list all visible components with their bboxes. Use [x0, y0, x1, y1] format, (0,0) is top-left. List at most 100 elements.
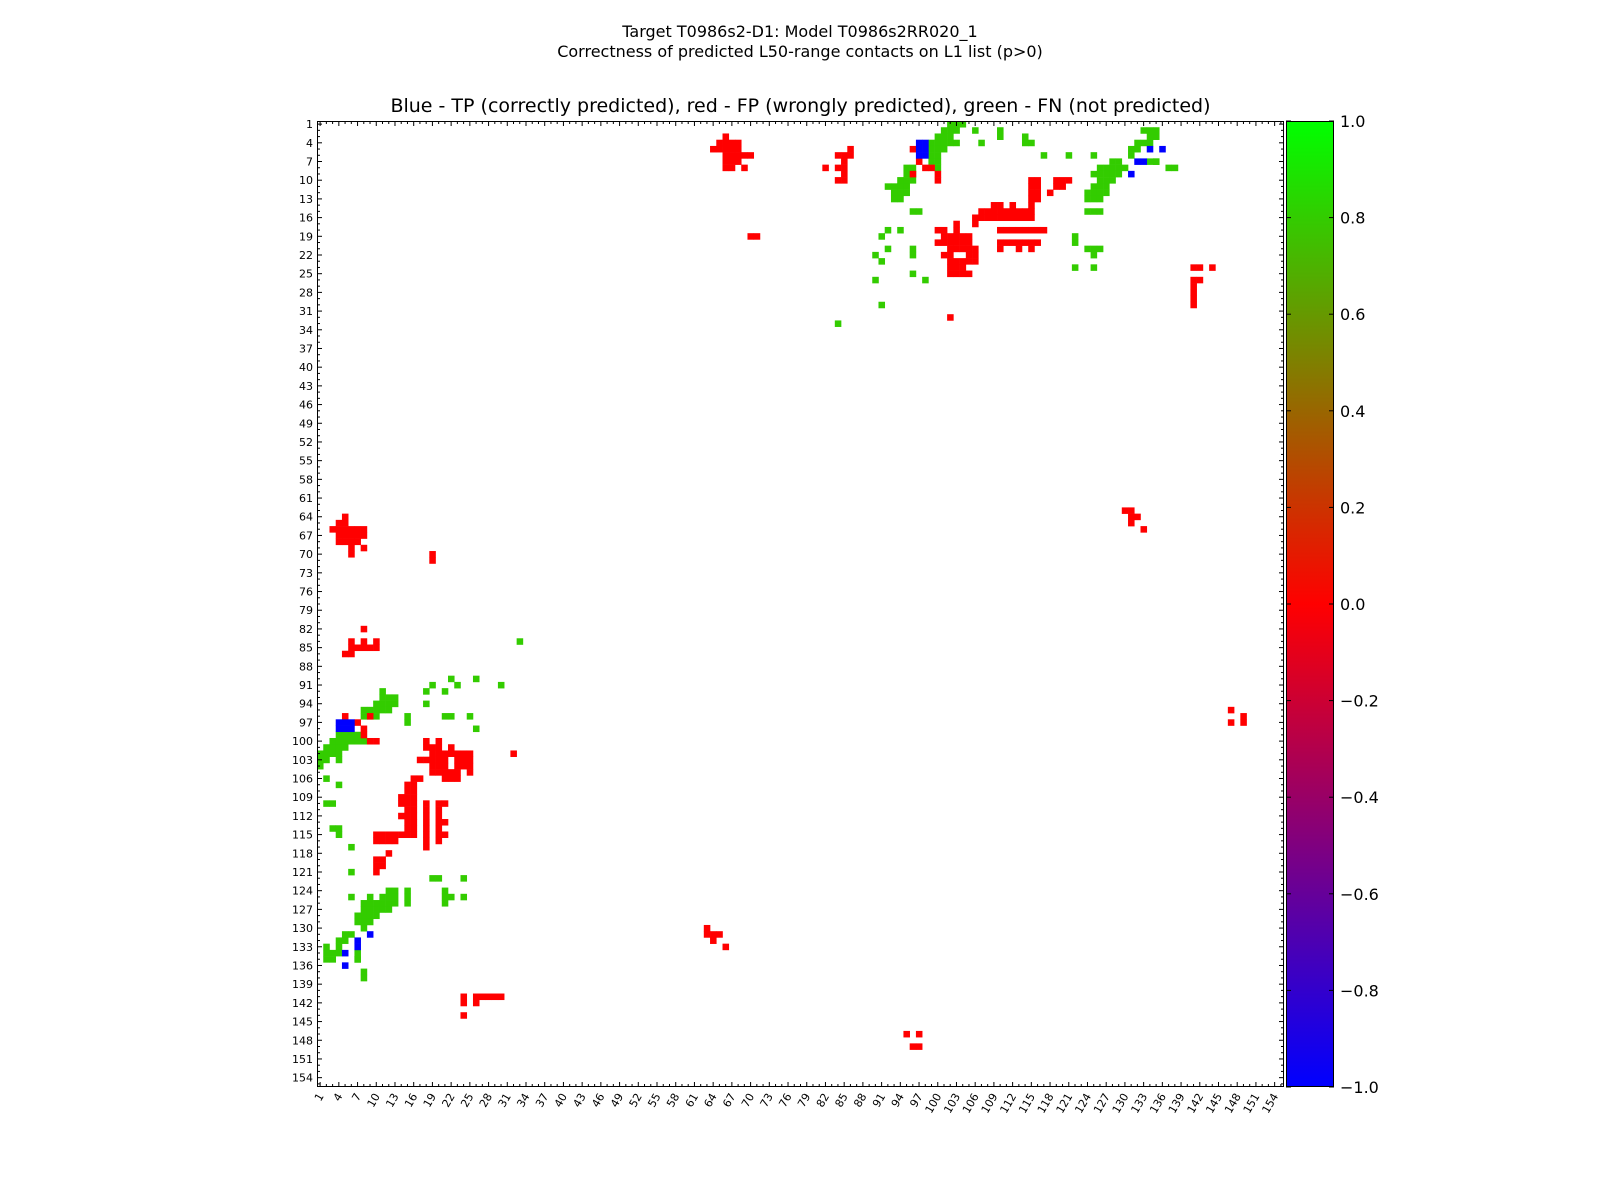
fn-cell — [940, 127, 948, 134]
fp-cell-mirror — [497, 993, 505, 1001]
fn-cell-mirror — [360, 912, 368, 920]
y-tick-label: 46 — [299, 399, 313, 412]
fp-cell-mirror — [360, 532, 368, 539]
fn-cell-mirror — [348, 868, 355, 876]
fp-cell-mirror — [448, 769, 455, 776]
fn-cell-mirror — [429, 681, 436, 689]
fp-cell-mirror — [341, 526, 349, 533]
x-tick-label: 115 — [1016, 1091, 1038, 1116]
fp-cell — [728, 152, 736, 159]
fp-cell-mirror — [416, 775, 424, 782]
fn-cell — [1090, 264, 1098, 271]
fn-cell — [890, 183, 898, 190]
fn-cell-mirror — [460, 893, 468, 901]
y-tick-label: 145 — [292, 1016, 313, 1029]
fp-cell-mirror — [460, 750, 468, 757]
fn-cell-mirror — [373, 700, 380, 708]
fn-cell-mirror — [366, 906, 374, 913]
fn-cell — [1109, 177, 1116, 184]
fp-cell — [953, 239, 960, 246]
fp-cell-mirror — [423, 812, 430, 820]
fn-cell-mirror — [348, 843, 355, 851]
fp-cell — [1003, 214, 1010, 222]
y-tick-label: 91 — [299, 679, 313, 692]
fp-cell-mirror — [485, 993, 492, 1001]
fp-cell — [909, 170, 917, 178]
fn-cell — [1021, 133, 1029, 140]
fp-cell-mirror — [404, 781, 411, 789]
y-tick-label: 61 — [299, 492, 313, 505]
fn-cell — [922, 276, 929, 284]
fp-cell — [997, 214, 1004, 222]
colorbar-tick-label: 0.0 — [1340, 595, 1365, 614]
fp-cell — [1009, 214, 1017, 222]
fp-cell — [984, 208, 992, 215]
fp-cell-mirror — [360, 544, 368, 552]
fn-cell-mirror — [341, 744, 349, 751]
fn-cell — [959, 121, 967, 128]
fp-cell-mirror — [379, 837, 386, 845]
fp-cell-mirror — [366, 737, 374, 745]
x-tick-label: 7 — [349, 1091, 364, 1104]
fn-cell-mirror — [341, 937, 349, 944]
fp-cell — [990, 202, 998, 209]
x-tick-label: 25 — [458, 1091, 476, 1110]
fp-cell — [1028, 195, 1035, 203]
fn-cell — [909, 245, 917, 253]
y-tick-label: 73 — [299, 567, 313, 580]
tp-cell-mirror — [354, 943, 361, 951]
fn-cell-mirror — [385, 700, 393, 708]
tp-cell — [1134, 158, 1141, 165]
tp-cell — [1159, 145, 1166, 153]
fp-cell-mirror — [460, 993, 468, 1001]
y-tick-label: 58 — [299, 473, 313, 486]
fp-cell — [1009, 226, 1017, 234]
fp-cell — [934, 226, 942, 234]
fp-cell-mirror — [404, 825, 411, 832]
fp-cell — [741, 152, 748, 159]
fn-cell — [947, 127, 954, 134]
fn-cell — [903, 183, 910, 190]
fn-cell-mirror — [341, 731, 349, 739]
y-tick-label: 7 — [306, 156, 313, 169]
fp-cell — [953, 258, 960, 265]
x-tick-label: 136 — [1147, 1091, 1169, 1116]
x-tick-label: 28 — [477, 1091, 495, 1110]
fp-cell-mirror — [416, 756, 424, 764]
fp-cell-mirror — [341, 538, 349, 546]
fn-cell-mirror — [391, 900, 399, 907]
fp-cell-mirror — [435, 756, 443, 764]
x-tick-label: 97 — [907, 1091, 925, 1110]
fp-cell — [1053, 177, 1060, 184]
y-tick-label: 22 — [299, 249, 313, 262]
fn-cell-mirror — [373, 900, 380, 907]
fn-cell-mirror — [348, 893, 355, 901]
fp-cell-mirror — [429, 750, 436, 757]
fp-cell-mirror — [435, 744, 443, 751]
colorbar-tick-label: 0.6 — [1340, 305, 1365, 324]
fn-cell-mirror — [379, 688, 386, 695]
fp-cell — [1021, 208, 1029, 215]
fn-cell-mirror — [448, 713, 455, 720]
y-tick-label: 142 — [292, 997, 313, 1010]
fp-cell — [841, 152, 848, 159]
fn-cell — [872, 251, 879, 259]
fn-cell — [934, 164, 942, 172]
fp-cell — [903, 1030, 910, 1038]
y-tick-label: 28 — [299, 286, 313, 299]
fn-cell — [940, 139, 948, 147]
fp-cell-mirror — [423, 825, 430, 832]
fp-cell-mirror — [410, 812, 418, 820]
fp-cell-mirror — [429, 756, 436, 764]
fn-cell — [1152, 133, 1160, 140]
fn-cell-mirror — [379, 700, 386, 708]
fp-cell — [997, 245, 1004, 253]
fn-cell-mirror — [379, 694, 386, 701]
fp-cell-mirror — [373, 837, 380, 845]
y-tick-label: 133 — [292, 941, 313, 954]
fp-cell-mirror — [454, 769, 461, 776]
fp-cell-mirror — [423, 800, 430, 807]
fn-cell-mirror — [341, 737, 349, 745]
fp-cell — [978, 208, 985, 215]
